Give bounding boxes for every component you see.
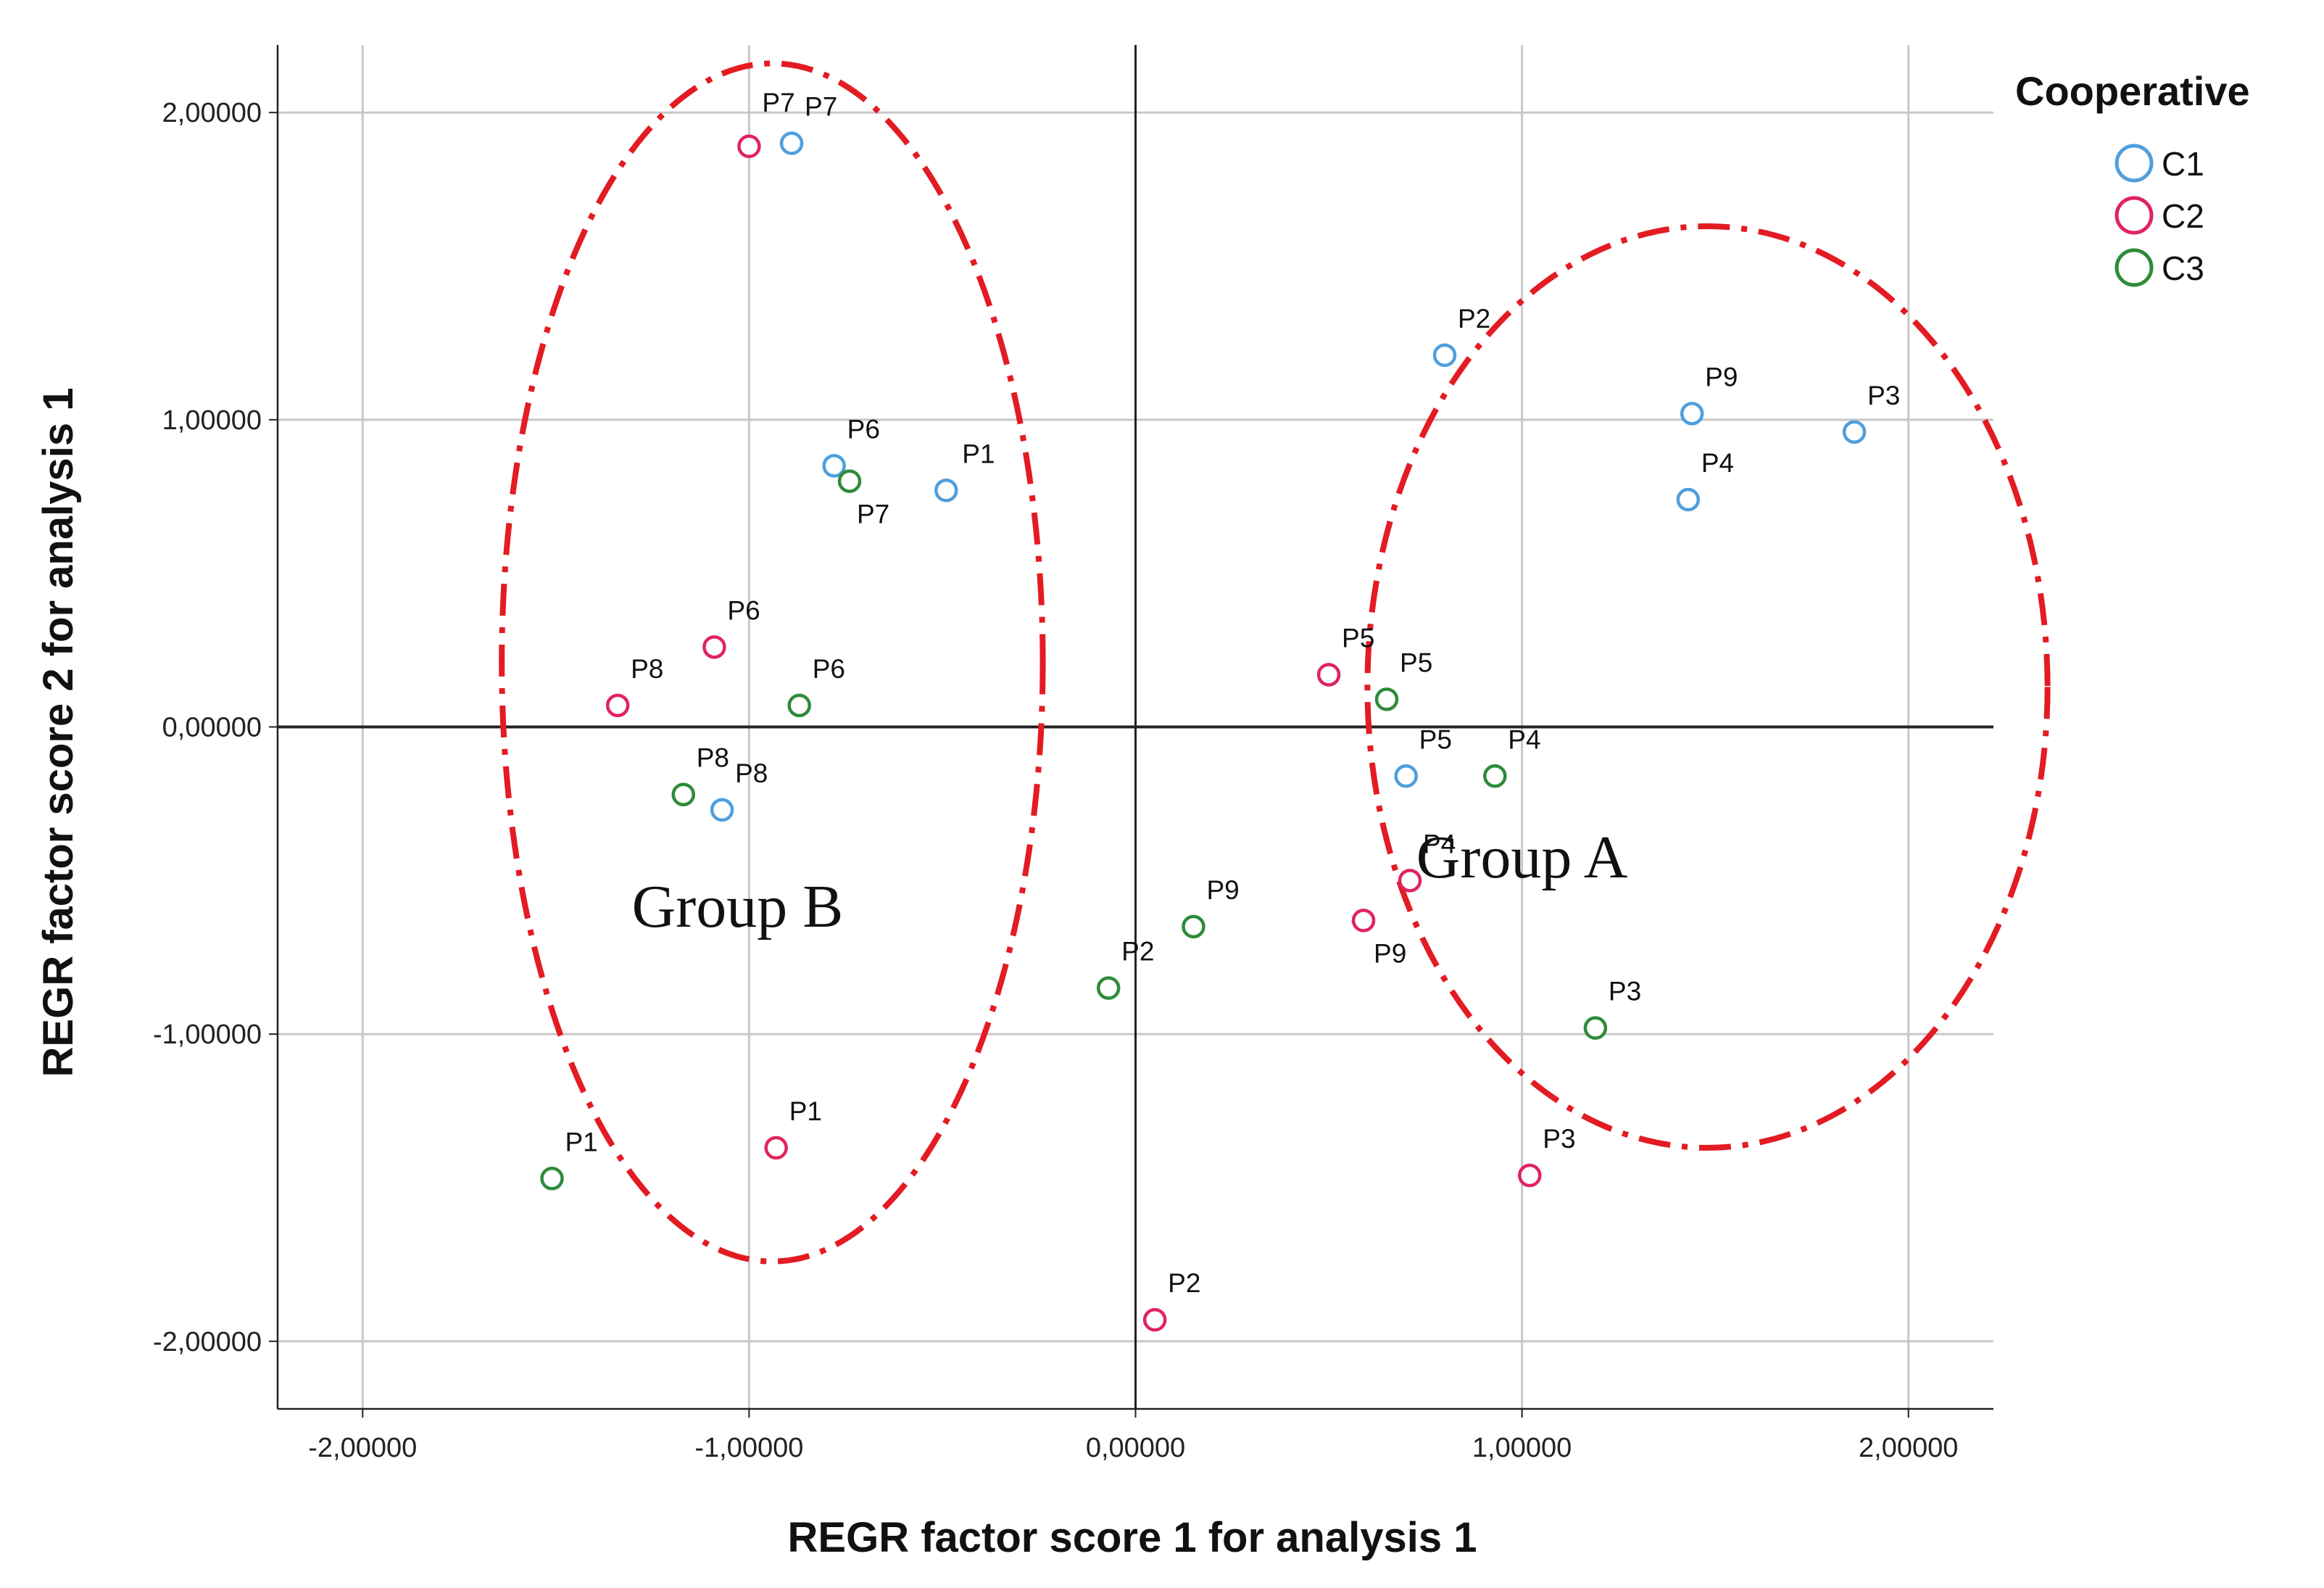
data-point-label: P7 (857, 500, 889, 529)
data-point-label: P7 (762, 88, 794, 117)
data-point-label: P9 (1374, 938, 1406, 968)
data-point-c3 (1583, 1016, 1608, 1040)
data-point-c3 (787, 693, 811, 718)
data-point-c1 (1842, 420, 1867, 444)
y-tick-label: -1,00000 (153, 1020, 262, 1050)
data-point-c1 (1676, 487, 1701, 512)
data-point-c2 (702, 635, 726, 659)
legend-label-c2: C2 (2162, 197, 2204, 235)
annotation-layer: Group A Group B (499, 60, 2051, 1265)
data-point-label: P2 (1121, 937, 1154, 967)
data-point-label: P6 (847, 414, 880, 444)
data-point-label: P7 (805, 92, 837, 122)
x-tick-label: 2,00000 (1859, 1433, 1958, 1463)
legend-marker-c1 (2115, 144, 2154, 183)
group-ellipse (1364, 223, 2051, 1151)
data-point-c1 (934, 479, 958, 503)
data-point-label: P8 (631, 654, 663, 684)
data-point-c2 (605, 693, 630, 718)
y-tick-label: -2,00000 (153, 1327, 262, 1357)
x-axis-title: REGR factor score 1 for analysis 1 (788, 1514, 1477, 1561)
group-ellipse (499, 60, 1046, 1265)
data-point-c2 (1518, 1163, 1542, 1188)
data-point-label: P9 (1206, 875, 1239, 905)
y-tick-label: 2,00000 (162, 98, 262, 128)
data-point-label: P3 (1609, 977, 1641, 1006)
data-point-c1 (1680, 402, 1704, 426)
legend-title: Cooperative (2015, 68, 2250, 114)
data-point-label: P6 (813, 654, 845, 684)
x-tick-label: -2,00000 (308, 1433, 417, 1463)
data-point-c3 (1182, 914, 1205, 939)
x-tick-label: -1,00000 (694, 1433, 803, 1463)
data-point-c1 (822, 454, 846, 478)
data-point-c3 (837, 469, 862, 493)
legend-label-c3: C3 (2162, 249, 2204, 287)
data-point-c3 (1483, 764, 1507, 788)
data-point-c2 (737, 134, 761, 159)
data-point-c1 (1394, 764, 1418, 788)
legend-marker-c2 (2115, 196, 2154, 235)
data-point-label: P4 (1423, 829, 1456, 859)
data-point-label: P8 (697, 743, 729, 773)
points-layer: P7 P6 P1 P8 P2 P9 P3 P4 P5 P7 P6 P8 P1 P2 P5 P4 P9 P3 P7 P6… (540, 88, 1900, 1332)
data-point-label: P5 (1400, 648, 1432, 677)
data-point-label: P9 (1705, 362, 1738, 392)
data-point-c3 (540, 1167, 564, 1191)
data-point-label: P1 (962, 439, 995, 468)
data-point-c2 (1142, 1307, 1167, 1332)
data-point-label: P8 (735, 758, 768, 788)
data-point-label: P2 (1458, 304, 1490, 334)
data-point-label: P3 (1543, 1124, 1575, 1154)
data-point-c2 (764, 1136, 788, 1160)
data-point-label: P4 (1701, 448, 1734, 478)
data-point-label: P5 (1419, 724, 1452, 754)
y-tick-label: 1,00000 (162, 405, 262, 436)
data-point-label: P4 (1508, 724, 1540, 754)
data-point-c1 (1432, 343, 1457, 368)
data-point-c2 (1316, 663, 1341, 687)
y-axis-title: REGR factor score 2 for analysis 1 (35, 388, 82, 1078)
x-tick-label: 1,00000 (1472, 1433, 1572, 1463)
data-point-c3 (1374, 687, 1399, 711)
data-point-c2 (1351, 909, 1376, 932)
legend-label-c1: C1 (2162, 145, 2204, 183)
data-point-c1 (779, 131, 804, 155)
data-point-label: P5 (1342, 623, 1374, 653)
data-point-c3 (671, 782, 696, 806)
data-point-c2 (1398, 869, 1422, 893)
y-tick-label: 0,00000 (162, 713, 262, 743)
data-point-label: P1 (789, 1096, 822, 1126)
group-label: Group A (1416, 824, 1628, 891)
data-point-c1 (710, 798, 734, 822)
x-tick-label: 0,00000 (1086, 1433, 1185, 1463)
axes-layer: -2,00000 -1,00000 0,00000 1,00000 2,00000 -2,… (153, 45, 1993, 1463)
data-point-label: P3 (1867, 381, 1900, 410)
legend-marker-c3 (2115, 248, 2154, 287)
group-label: Group B (632, 873, 844, 940)
data-point-c3 (1096, 976, 1121, 1000)
data-point-label: P6 (727, 595, 760, 625)
legend-layer: Cooperative C1 C2 C3 (2015, 68, 2250, 287)
data-point-label: P2 (1168, 1268, 1200, 1298)
data-point-label: P1 (565, 1127, 598, 1157)
